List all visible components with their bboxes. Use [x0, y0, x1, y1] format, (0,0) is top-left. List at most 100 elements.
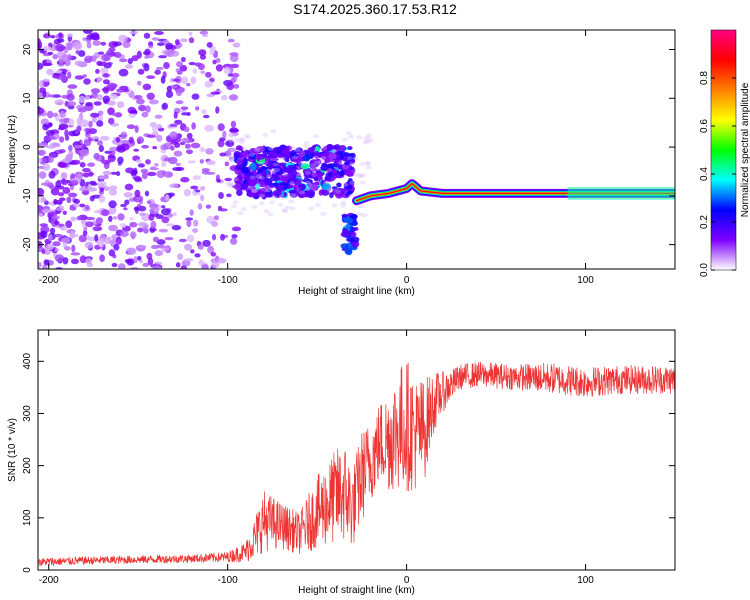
x-tick-label: 100 [577, 575, 594, 586]
heatmap-blob [304, 176, 309, 181]
heatmap-blob [227, 147, 238, 152]
heatmap-halo-blob [278, 194, 285, 199]
heatmap-blob [325, 143, 334, 152]
heatmap-blob [40, 182, 51, 186]
heatmap-blob [296, 189, 303, 196]
heatmap-blob [154, 31, 164, 35]
heatmap-blob [169, 131, 178, 140]
heatmap-halo-blob [249, 175, 256, 180]
heatmap-blob [115, 137, 121, 143]
heatmap-blob [118, 34, 128, 43]
heatmap-blob [118, 68, 129, 77]
heatmap-blob [150, 227, 157, 232]
heatmap-blob [137, 68, 145, 75]
heatmap-blob [328, 152, 337, 160]
heatmap-halo-blob [262, 133, 269, 137]
heatmap-blob [38, 149, 47, 156]
heatmap-track-band [355, 183, 675, 202]
heatmap-blob [173, 111, 178, 119]
heatmap-blob [133, 148, 140, 152]
heatmap-halo-blob [245, 135, 252, 139]
heatmap-blob [93, 152, 100, 160]
heatmap-blob [79, 203, 86, 208]
heatmap-halo-blob [254, 184, 261, 189]
heatmap-blob [95, 68, 100, 74]
heatmap-blob [296, 162, 302, 166]
heatmap-blob [175, 100, 184, 105]
heatmap-blob [278, 162, 288, 167]
heatmap-blob [230, 237, 238, 245]
heatmap-blob [151, 37, 160, 41]
heatmap-blob [108, 200, 117, 209]
heatmap-blob [66, 196, 72, 204]
heatmap-blob [300, 163, 310, 170]
heatmap-blob [189, 209, 194, 216]
y-tick-label: 300 [22, 405, 33, 422]
heatmap-blob [158, 55, 168, 59]
heatmap-track [352, 179, 675, 206]
heatmap-blob [256, 190, 266, 197]
heatmap-blob [166, 223, 175, 227]
heatmap-blob [58, 32, 63, 38]
heatmap-halo-blob [363, 136, 370, 141]
heatmap-blob [195, 106, 200, 111]
x-tick-label: -200 [39, 275, 59, 286]
heatmap-blob [192, 175, 202, 181]
heatmap-blob [193, 219, 199, 227]
heatmap-blob [129, 221, 138, 228]
heatmap-blob [79, 162, 86, 168]
heatmap-blob [345, 217, 354, 224]
heatmap-blob [74, 144, 83, 149]
heatmap-blob [191, 122, 196, 130]
heatmap-blob [113, 51, 122, 58]
heatmap-blob [60, 179, 69, 186]
heatmap-blob [42, 59, 47, 67]
colorbar-tick-label: 0.4 [699, 167, 710, 181]
heatmap-blob [126, 247, 136, 253]
heatmap-blob [62, 257, 69, 265]
heatmap-blob [42, 163, 51, 171]
heatmap-blob [152, 236, 160, 243]
heatmap-blob [336, 182, 342, 188]
heatmap-blob [96, 120, 104, 127]
x-tick-label: 0 [404, 575, 410, 586]
heatmap-blob [168, 156, 178, 165]
heatmap-blob [162, 40, 170, 44]
heatmap-blob [290, 154, 299, 158]
heatmap-halo-blob [359, 180, 366, 185]
heatmap-blob [146, 134, 156, 138]
heatmap-halo-blob [352, 156, 359, 161]
heatmap-blob [64, 135, 70, 141]
heatmap-blob [231, 234, 238, 239]
heatmap-blob [47, 51, 54, 56]
heatmap-blob [127, 58, 133, 65]
heatmap-blob [321, 182, 331, 191]
heatmap-blob [261, 169, 267, 176]
heatmap-blob [209, 48, 215, 56]
heatmap-blob [186, 234, 195, 243]
heatmap-blob [203, 114, 210, 119]
heatmap-blob [163, 171, 173, 178]
heatmap-halo-blob [230, 204, 237, 209]
heatmap-halo-blob [284, 205, 291, 210]
heatmap-blob [199, 146, 206, 153]
heatmap-blob [59, 118, 64, 124]
heatmap-blob [151, 126, 158, 132]
colorbar-gradient [711, 30, 736, 270]
heatmap-blob [334, 158, 342, 165]
heatmap-blob [180, 176, 190, 183]
heatmap-blob [177, 70, 183, 75]
heatmap-blob [122, 40, 131, 49]
heatmap-blob [38, 62, 44, 70]
heatmap-blob [165, 90, 174, 98]
heatmap-blob [124, 64, 134, 69]
heatmap-halo-blob [356, 135, 363, 140]
heatmap-halo-blob [298, 161, 304, 166]
heatmap-blob [234, 183, 241, 191]
heatmap-blob [99, 187, 105, 192]
heatmap-blob [302, 167, 313, 175]
heatmap-blob [329, 192, 334, 199]
heatmap-blob [79, 179, 86, 187]
heatmap-blob [106, 236, 112, 243]
heatmap-blob [82, 37, 88, 41]
